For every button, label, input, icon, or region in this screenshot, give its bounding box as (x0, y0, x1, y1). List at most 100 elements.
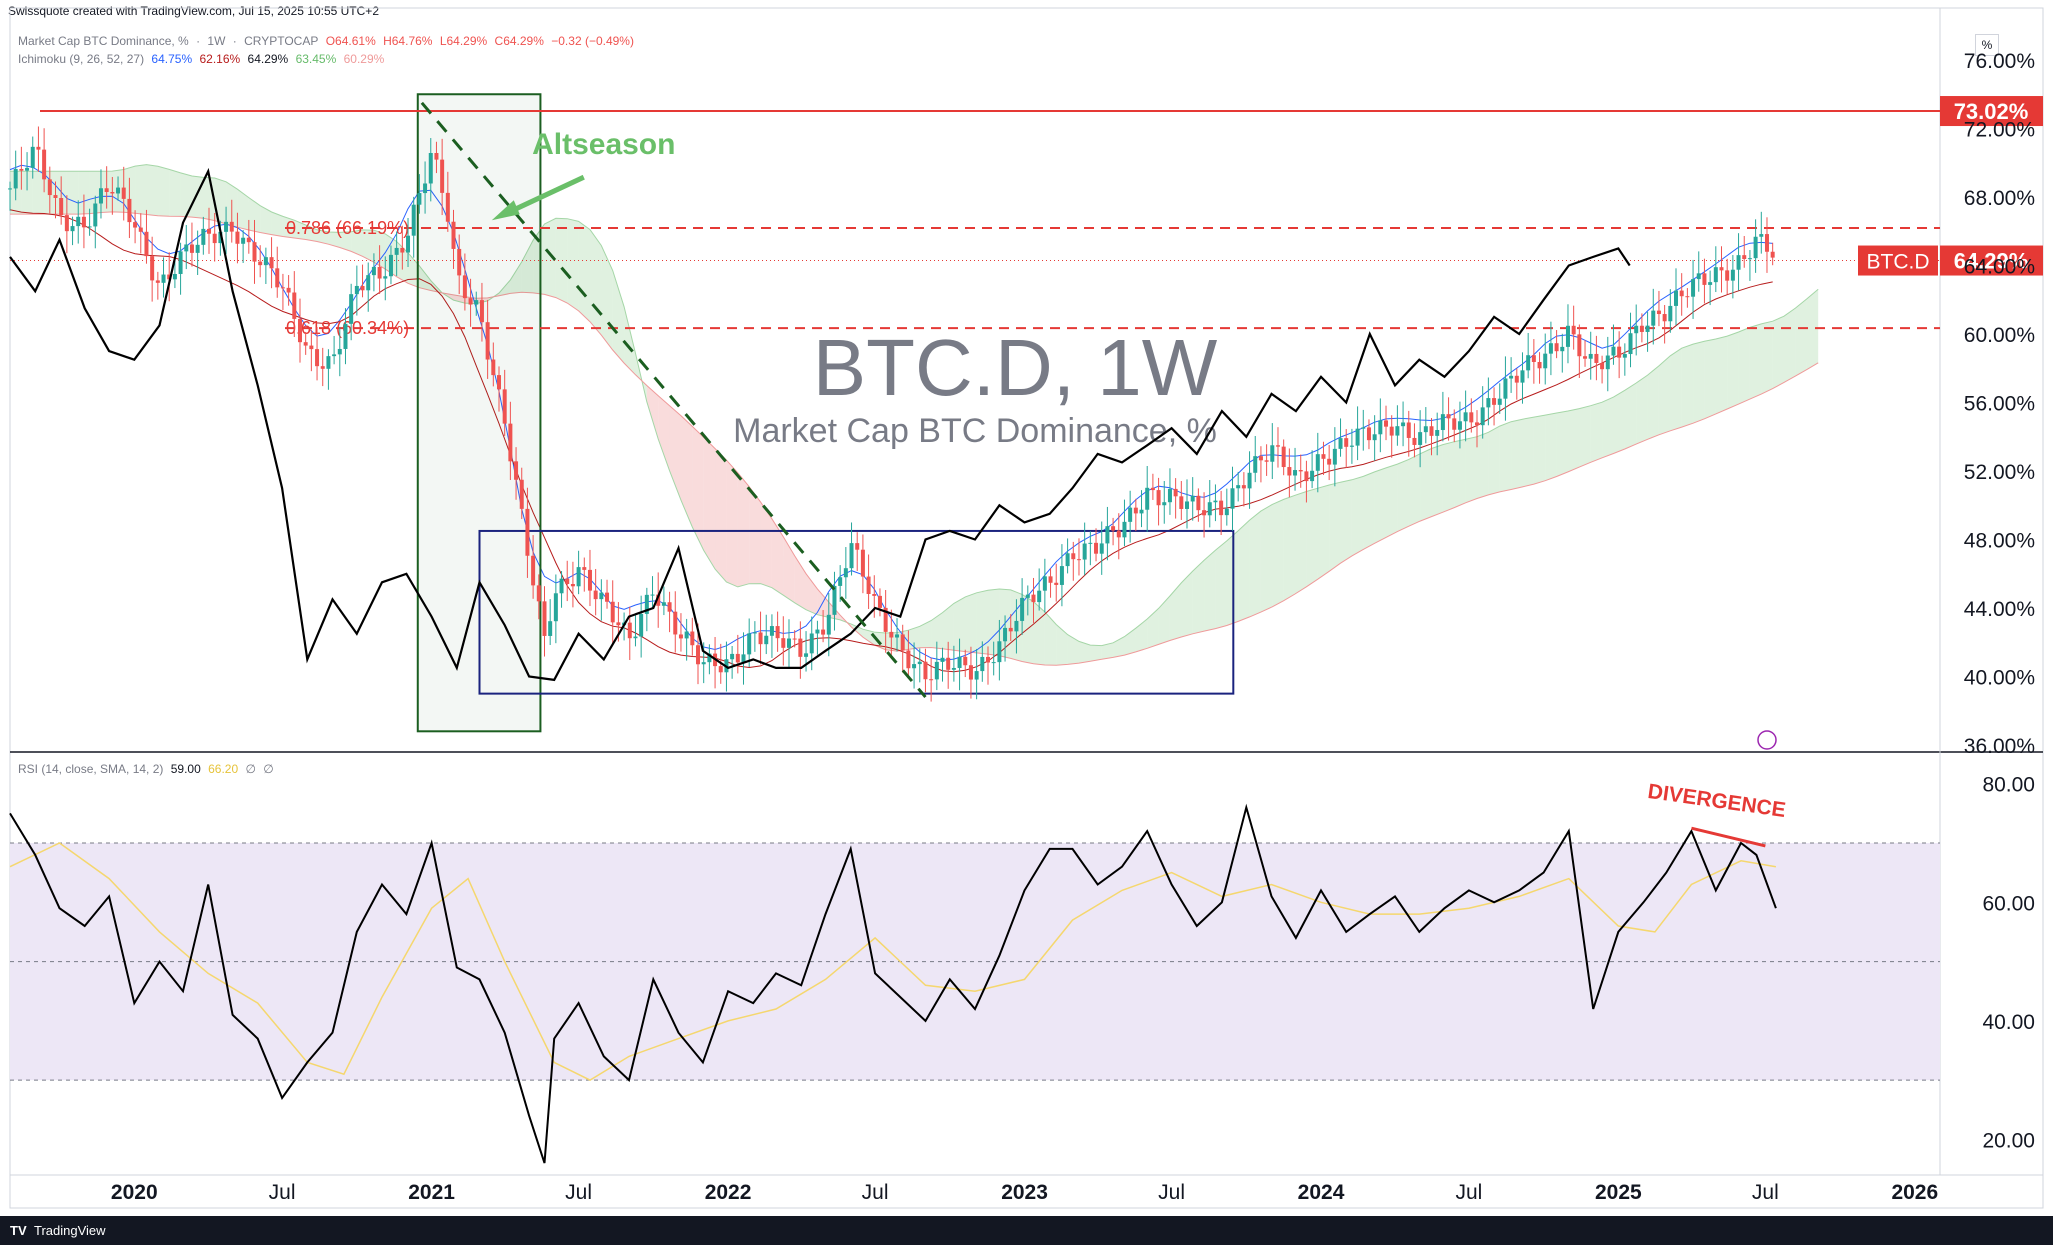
candle-body (1423, 426, 1428, 433)
rsi-ma-line (9, 842, 1777, 1081)
candle-body (1321, 454, 1326, 459)
candle-body (1770, 251, 1775, 258)
candle-body (201, 228, 206, 245)
candle-body (161, 274, 166, 283)
cloud-segment (590, 229, 602, 336)
cloud-segment (1420, 448, 1432, 522)
candle-body (1173, 488, 1178, 497)
candle-body (991, 662, 996, 664)
candle-body (1679, 290, 1684, 297)
candle-body (514, 461, 519, 480)
footer-bar: TV TradingView (0, 1216, 2053, 1245)
drawing-boxes (416, 93, 1235, 733)
candle-body (224, 221, 229, 232)
cloud-segment (919, 620, 932, 648)
candle-body (804, 653, 809, 657)
candle-body (1270, 445, 1275, 462)
candle-body (968, 665, 973, 680)
candle-body (673, 611, 678, 635)
candle-body (1287, 467, 1292, 476)
candle-body (1247, 472, 1252, 489)
cloud-segment (1147, 608, 1159, 649)
cloud-segment (1636, 375, 1648, 445)
time-tick-5: Jul (862, 1181, 889, 1204)
candle-body (889, 631, 894, 638)
candle-body (485, 322, 490, 360)
candle-body (1611, 346, 1616, 356)
candle-body (320, 366, 325, 369)
rsi-pane: DIVERGENCE (9, 780, 1940, 1164)
cloud-segment (760, 502, 772, 588)
candle-body (30, 146, 35, 168)
time-tick-11: Jul (1752, 1181, 1779, 1204)
candle-body (519, 479, 524, 509)
candle-body (1179, 496, 1184, 509)
candle-body (951, 667, 956, 670)
candle-body (1463, 412, 1468, 422)
cloud-segment (135, 164, 147, 215)
candle-body (758, 632, 763, 645)
time-tick-7: Jul (1158, 1181, 1185, 1204)
price-tick-8: 44.00% (1964, 598, 2035, 621)
candle-body (1526, 355, 1531, 371)
market-overlay-line (9, 167, 1631, 682)
cloud-segment (942, 603, 954, 651)
candle-body (1753, 236, 1758, 259)
candle-body (1224, 508, 1229, 516)
cloud-segment (624, 306, 636, 375)
cloud-segment (851, 624, 863, 638)
candle-body (900, 634, 905, 651)
candle-body (155, 280, 160, 283)
candle-body (1059, 566, 1064, 585)
cloud-segment (32, 171, 45, 215)
candle-body (280, 287, 285, 289)
cloud-segment (362, 229, 374, 263)
cloud-segment (237, 189, 249, 230)
rsi-tick-3: 20.00 (1982, 1129, 2035, 1152)
candle-body (872, 593, 877, 596)
candle-body (1719, 267, 1724, 271)
candle-body (462, 275, 467, 299)
cloud-segment (328, 232, 340, 248)
candles (8, 126, 1775, 702)
candle-body (292, 292, 297, 319)
symbol-interval: 1W (207, 34, 226, 48)
candle-body (1281, 446, 1286, 468)
candle-body (752, 632, 757, 634)
candle-body (616, 622, 621, 626)
candle-body (1685, 296, 1690, 298)
cloud-segment (771, 518, 784, 596)
candle-body (1548, 343, 1553, 354)
candle-body (735, 653, 740, 663)
candle-body (332, 354, 337, 357)
candle-body (1378, 420, 1383, 435)
candle-body (1003, 627, 1008, 642)
cloud-segment (66, 171, 79, 215)
candle-body (1651, 310, 1656, 326)
candle-body (587, 569, 592, 591)
cloud-segment (578, 221, 590, 322)
candle-body (150, 256, 155, 281)
chart-svg[interactable]: BTC.D, 1W Market Cap BTC Dominance, % 73… (0, 0, 2053, 1216)
ohlc-open: O64.61% (325, 34, 376, 48)
candle-body (1094, 542, 1099, 554)
cloud-segment (1806, 289, 1819, 370)
candle-body (207, 228, 212, 234)
rsi-value-4: ∅ (263, 762, 274, 776)
ichimoku-cloud (9, 164, 1819, 673)
candle-body (178, 251, 183, 274)
percent-scale-toggle[interactable]: % (1975, 34, 1999, 56)
cloud-segment (317, 229, 329, 245)
cloud-segment (1363, 471, 1375, 550)
cloud-segment (1556, 411, 1568, 477)
candle-body (1332, 448, 1337, 465)
cloud-segment (1658, 355, 1671, 435)
cloud-segment (1568, 408, 1580, 472)
candle-body (1656, 310, 1661, 315)
candle-body (116, 187, 121, 194)
candle-body (98, 188, 103, 204)
candle-body (1605, 355, 1610, 370)
candle-body (1583, 356, 1588, 359)
candle-body (263, 257, 268, 266)
cloud-segment (1738, 327, 1750, 405)
